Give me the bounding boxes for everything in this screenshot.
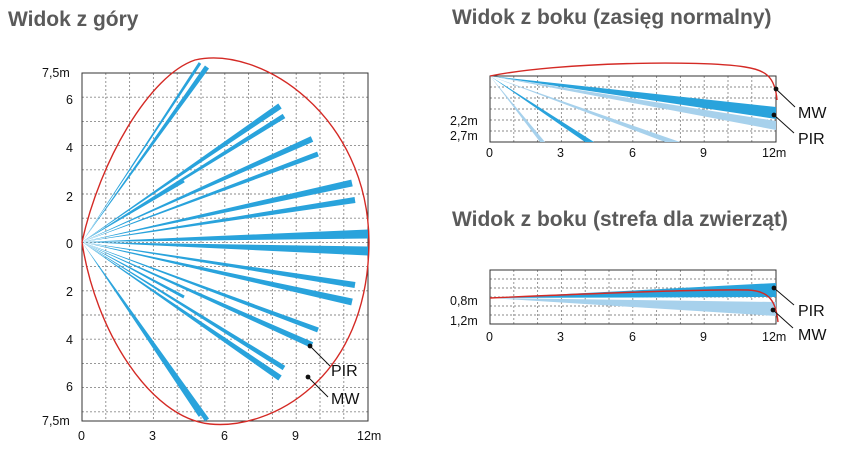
- top-view-pir-beam: [82, 179, 185, 242]
- top-view-pir-beams: [82, 62, 369, 422]
- tick: 6: [221, 429, 228, 443]
- tick: 12m: [357, 429, 381, 443]
- top-view-pir-beam: [82, 242, 185, 299]
- top-view-pir-beam: [82, 179, 353, 242]
- tick: 1,2m: [450, 314, 478, 328]
- top-view-pir-beam: [82, 197, 356, 242]
- tick: 6: [629, 330, 636, 344]
- top-view-x-axis: 0 3 6 9 12m: [78, 429, 381, 443]
- side-pet-title: Widok z boku (strefa dla zwierząt): [452, 208, 788, 231]
- top-view-pir-beam: [82, 242, 202, 417]
- tick: 0: [66, 237, 73, 251]
- top-view-pir-beam: [82, 242, 353, 306]
- tick: 6: [66, 380, 73, 394]
- side-normal-pir-beam: [490, 76, 776, 130]
- mw-label: MW: [798, 327, 827, 344]
- tick: 9: [700, 330, 707, 344]
- top-view-pir-beam: [82, 242, 356, 288]
- side-pet-x-axis: 0 3 6 9 12m: [486, 330, 786, 344]
- tick: 2,2m: [450, 114, 478, 128]
- tick: 2,7m: [450, 129, 478, 143]
- side-normal-x-axis: 0 3 6 9 12m: [486, 146, 786, 160]
- tick: 6: [629, 146, 636, 160]
- top-view-y-axis: 7,5m 6 4 2 0 2 4 6 7,5m: [42, 66, 73, 428]
- side-normal-callouts: MW PIR: [771, 86, 827, 148]
- top-view-pir-beam: [82, 62, 202, 242]
- tick: 2: [66, 285, 73, 299]
- pir-label: PIR: [798, 131, 825, 148]
- mw-label: MW: [331, 391, 360, 408]
- top-view-pir-beam: [82, 242, 319, 333]
- tick: 0: [78, 429, 85, 443]
- top-view-pir-beam: [82, 242, 210, 422]
- tick: 9: [292, 429, 299, 443]
- tick: 12m: [762, 330, 786, 344]
- tick: 0: [486, 330, 493, 344]
- side-normal-mw-curve: [489, 62, 778, 101]
- top-view-pir-beam: [82, 242, 282, 381]
- tick: 3: [149, 429, 156, 443]
- mw-label: MW: [798, 105, 827, 122]
- side-normal-pir-beam: [490, 76, 545, 142]
- top-view-pir-beam: [82, 151, 319, 242]
- top-view-pir-beam: [82, 229, 369, 242]
- top-view-pir-beam: [82, 65, 210, 242]
- side-normal-pir-beam: [490, 76, 680, 142]
- top-view-callouts: PIR MW: [305, 343, 360, 408]
- side-normal-beams: [490, 76, 776, 142]
- tick: 3: [557, 146, 564, 160]
- top-view-pir-beam: [82, 242, 286, 371]
- top-view-pir-beam: [82, 103, 282, 242]
- side-pet-pir-beam: [490, 298, 776, 316]
- side-pet-callouts: PIR MW: [770, 285, 827, 344]
- tick: 4: [66, 141, 73, 155]
- side-normal-y-axis: 2,2m 2,7m: [450, 114, 478, 143]
- tick: 3: [557, 330, 564, 344]
- top-view-mw-lobe: [81, 57, 370, 426]
- pir-label: PIR: [331, 363, 358, 380]
- tick: 7,5m: [42, 66, 70, 80]
- tick: 12m: [762, 146, 786, 160]
- tick: 6: [66, 93, 73, 107]
- tick: 9: [700, 146, 707, 160]
- side-normal-pir-beam: [490, 76, 776, 119]
- top-view-pir-beam: [82, 113, 286, 243]
- side-normal-title: Widok z boku (zasięg normalny): [452, 6, 772, 29]
- top-view-pir-beam: [82, 136, 314, 242]
- top-view-title: Widok z góry: [8, 8, 139, 31]
- tick: 0: [486, 146, 493, 160]
- tick: 7,5m: [42, 414, 70, 428]
- top-view-pir-beam: [82, 242, 314, 348]
- side-pet-mw-curve: [489, 289, 779, 323]
- side-normal-pir-beam: [490, 76, 594, 142]
- tick: 0,8m: [450, 294, 478, 308]
- pir-label: PIR: [798, 303, 825, 320]
- side-pet-y-axis: 0,8m 1,2m: [450, 294, 478, 328]
- tick: 2: [66, 190, 73, 204]
- top-view-pir-beam: [82, 242, 369, 256]
- tick: 4: [66, 333, 73, 347]
